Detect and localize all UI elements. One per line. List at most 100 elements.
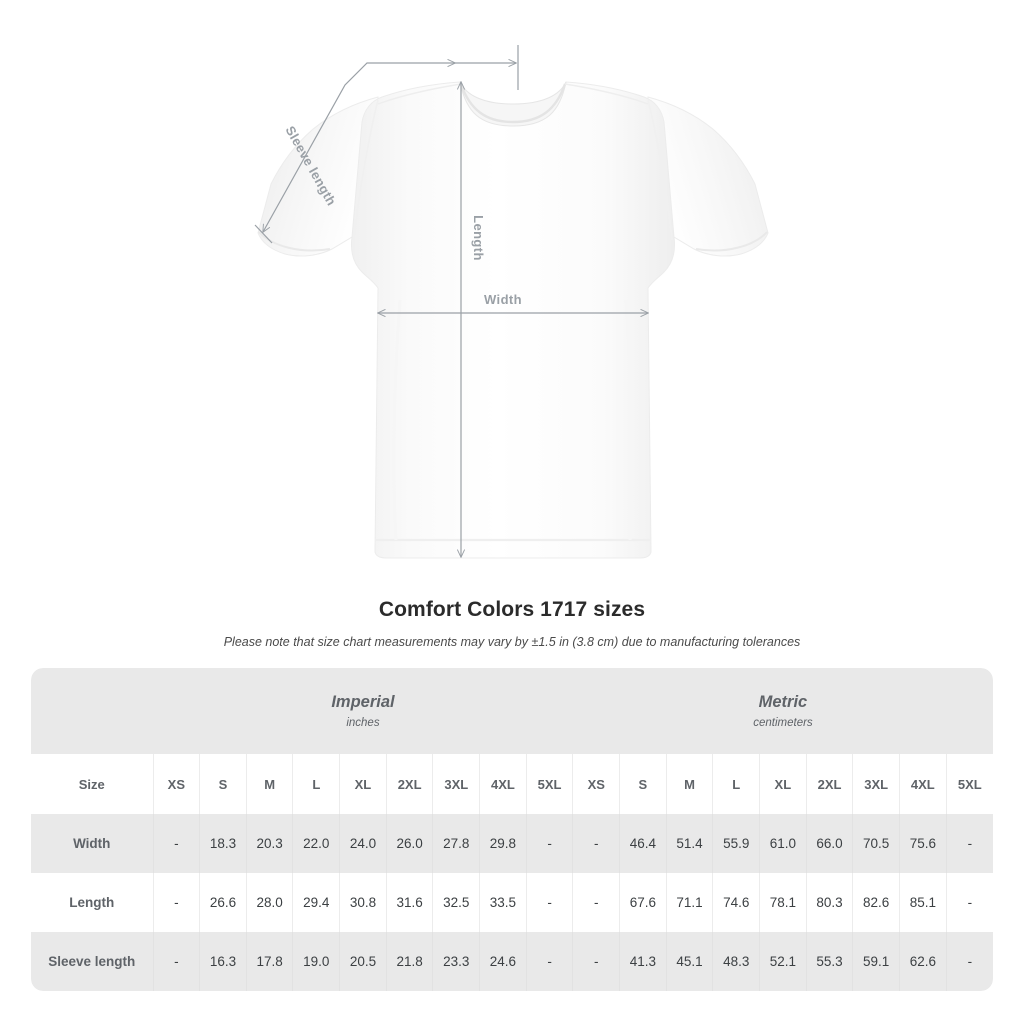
tshirt-fold-right — [624, 299, 634, 541]
cell-width-imperial-xs: - — [152, 814, 200, 873]
size-header-2xl-metric: 2XL — [805, 754, 853, 814]
annotation-width: Width — [484, 292, 522, 307]
cell-sleeve-length-imperial-5xl: - — [525, 932, 573, 991]
cell-sleeve-length-metric-l: 48.3 — [712, 932, 760, 991]
cell-sleeve-length-imperial-3xl: 23.3 — [432, 932, 480, 991]
size-header-xl-imperial: XL — [339, 754, 387, 814]
cell-sleeve-length-metric-3xl: 59.1 — [852, 932, 900, 991]
cell-length-imperial-5xl: - — [525, 873, 573, 932]
row-label-length: Length — [31, 873, 153, 932]
cell-length-metric-2xl: 80.3 — [805, 873, 853, 932]
cell-width-metric-3xl: 70.5 — [852, 814, 900, 873]
row-label-sleeve-length: Sleeve length — [31, 932, 153, 991]
cell-width-imperial-2xl: 26.0 — [385, 814, 433, 873]
cell-width-imperial-5xl: - — [525, 814, 573, 873]
cell-length-metric-xl: 78.1 — [759, 873, 807, 932]
unit-name: Metric — [758, 692, 808, 711]
cell-width-imperial-3xl: 27.8 — [432, 814, 480, 873]
tshirt-right-sleeve-hem — [695, 231, 768, 252]
cell-length-imperial-4xl: 33.5 — [479, 873, 527, 932]
size-header-5xl-imperial: 5XL — [525, 754, 573, 814]
size-column-label: Size — [31, 754, 153, 814]
size-chart-table-container: Imperial inches Metric centimeters Size XS S M L… — [31, 668, 993, 991]
unit-subtitle: inches — [346, 716, 380, 729]
size-header-l-metric: L — [712, 754, 760, 814]
cell-length-metric-m: 71.1 — [665, 873, 713, 932]
tshirt-svg: Sleeve length Length Width — [254, 45, 769, 559]
page-title: Comfort Colors 1717 sizes — [378, 598, 646, 621]
cell-sleeve-length-metric-xs: - — [572, 932, 620, 991]
cell-length-metric-s: 67.6 — [619, 873, 667, 932]
cell-width-imperial-s: 18.3 — [199, 814, 247, 873]
cell-sleeve-length-metric-xl: 52.1 — [759, 932, 807, 991]
cell-width-metric-xl: 61.0 — [759, 814, 807, 873]
cell-width-imperial-l: 22.0 — [292, 814, 340, 873]
unit-header-spacer — [31, 668, 153, 754]
cell-width-imperial-4xl: 29.8 — [479, 814, 527, 873]
cell-width-metric-s: 46.4 — [619, 814, 667, 873]
tshirt-illustration: Sleeve length Length Width — [254, 45, 769, 559]
cell-sleeve-length-imperial-xl: 20.5 — [339, 932, 387, 991]
tshirt-right-shoulder-seam — [564, 83, 649, 105]
size-header-xs-metric: XS — [572, 754, 620, 814]
cell-sleeve-length-imperial-2xl: 21.8 — [385, 932, 433, 991]
size-header-l-imperial: L — [292, 754, 340, 814]
cell-width-imperial-m: 20.3 — [245, 814, 293, 873]
cell-sleeve-length-metric-4xl: 62.6 — [899, 932, 947, 991]
cell-length-imperial-xl: 30.8 — [339, 873, 387, 932]
cell-length-imperial-s: 26.6 — [199, 873, 247, 932]
cell-sleeve-length-imperial-4xl: 24.6 — [479, 932, 527, 991]
unit-header-cell: Imperial inches — [153, 668, 573, 754]
unit-name: Imperial — [331, 692, 395, 711]
cell-sleeve-length-metric-s: 41.3 — [619, 932, 667, 991]
size-header-5xl-metric: 5XL — [945, 754, 993, 814]
tshirt-left-sleeve-hem — [258, 231, 331, 252]
cell-width-metric-4xl: 75.6 — [899, 814, 947, 873]
cell-length-metric-5xl: - — [945, 873, 993, 932]
table-row: Sleeve length -16.3 17.8 19.0 20.5 21.8 23.3 24… — [31, 932, 993, 991]
cell-width-metric-xs: - — [572, 814, 620, 873]
unit-header-row: Imperial inches Metric centimeters — [31, 668, 993, 754]
tshirt-right-armhole — [647, 99, 673, 241]
size-header-4xl-imperial: 4XL — [479, 754, 527, 814]
cell-width-imperial-xl: 24.0 — [339, 814, 387, 873]
cell-sleeve-length-metric-5xl: - — [945, 932, 993, 991]
cell-sleeve-length-imperial-m: 17.8 — [245, 932, 293, 991]
cell-sleeve-length-metric-2xl: 55.3 — [805, 932, 853, 991]
tshirt-garment — [257, 81, 769, 559]
table-row: Length -26.6 28.0 29.4 30.8 31.6 32.5 33.5- -67.… — [31, 873, 993, 932]
tshirt-right-sleeve — [647, 96, 769, 257]
cell-length-metric-4xl: 85.1 — [899, 873, 947, 932]
cell-length-metric-3xl: 82.6 — [852, 873, 900, 932]
table-row: Width -18.3 20.3 22.0 24.0 26.0 27.8 29.8- -46.4… — [31, 814, 993, 873]
tshirt-fold-left — [392, 299, 402, 541]
size-chart-table: Imperial inches Metric centimeters Size XS S M L… — [31, 668, 993, 991]
size-header-3xl-imperial: 3XL — [432, 754, 480, 814]
cell-length-imperial-l: 29.4 — [292, 873, 340, 932]
cell-length-imperial-3xl: 32.5 — [432, 873, 480, 932]
tshirt-collar-ribbing — [459, 83, 567, 124]
row-label-width: Width — [31, 814, 153, 873]
size-header-s-imperial: S — [199, 754, 247, 814]
cell-length-metric-xs: - — [572, 873, 620, 932]
size-header-row: Size XS S M L XL 2XL 3XL 4XL 5XL XS S M L XL 2XL 3XL 4XL 5… — [31, 754, 993, 814]
cell-width-metric-2xl: 66.0 — [805, 814, 853, 873]
size-header-s-metric: S — [619, 754, 667, 814]
size-header-3xl-metric: 3XL — [852, 754, 900, 814]
unit-header-cell: Metric centimeters — [572, 668, 993, 754]
size-header-xl-metric: XL — [759, 754, 807, 814]
size-header-4xl-metric: 4XL — [899, 754, 947, 814]
cell-width-metric-m: 51.4 — [665, 814, 713, 873]
cell-sleeve-length-metric-m: 45.1 — [665, 932, 713, 991]
cell-sleeve-length-imperial-l: 19.0 — [292, 932, 340, 991]
sleeve-length-arrow — [263, 63, 455, 232]
sleeve-length-end-tick — [254, 224, 273, 244]
title-block: Comfort Colors 1717 sizes Please note th… — [0, 596, 1024, 650]
unit-subtitle: centimeters — [753, 716, 813, 729]
size-header-2xl-imperial: 2XL — [385, 754, 433, 814]
size-header-xs-imperial: XS — [152, 754, 200, 814]
cell-length-imperial-2xl: 31.6 — [385, 873, 433, 932]
cell-sleeve-length-imperial-s: 16.3 — [199, 932, 247, 991]
cell-length-metric-l: 74.6 — [712, 873, 760, 932]
cell-sleeve-length-imperial-xs: - — [152, 932, 200, 991]
